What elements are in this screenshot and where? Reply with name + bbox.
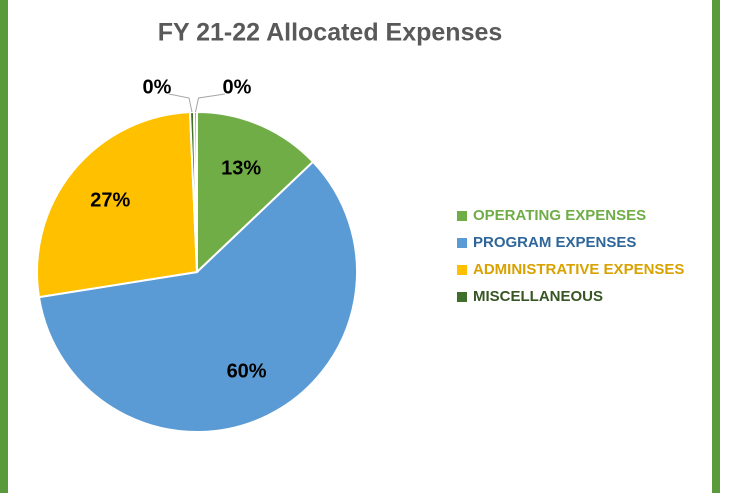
leader-line xyxy=(195,93,226,113)
legend-swatch xyxy=(457,265,467,275)
left-border xyxy=(0,0,8,493)
legend-label: PROGRAM EXPENSES xyxy=(473,234,636,251)
legend-label: ADMINISTRATIVE EXPENSES xyxy=(473,261,684,278)
pie-slice xyxy=(36,111,199,299)
pie-slice xyxy=(37,160,358,433)
legend-swatch xyxy=(457,211,467,221)
data-label: 60% xyxy=(227,361,267,383)
leader-line xyxy=(168,93,193,113)
legend-swatch xyxy=(457,238,467,248)
pie-slice xyxy=(196,110,315,275)
data-label: 13% xyxy=(221,157,261,179)
data-label: 0% xyxy=(143,76,172,98)
legend-label: MISCELLANEOUS xyxy=(473,288,603,305)
chart-title: FY 21-22 Allocated Expenses xyxy=(158,19,503,47)
legend-label: OPERATING EXPENSES xyxy=(473,207,646,224)
data-label: 0% xyxy=(223,76,252,98)
legend-swatch xyxy=(457,292,467,302)
data-label: 27% xyxy=(90,189,130,211)
right-border xyxy=(712,0,720,493)
